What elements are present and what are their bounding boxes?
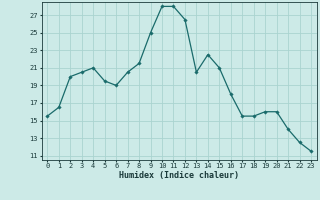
X-axis label: Humidex (Indice chaleur): Humidex (Indice chaleur) <box>119 171 239 180</box>
